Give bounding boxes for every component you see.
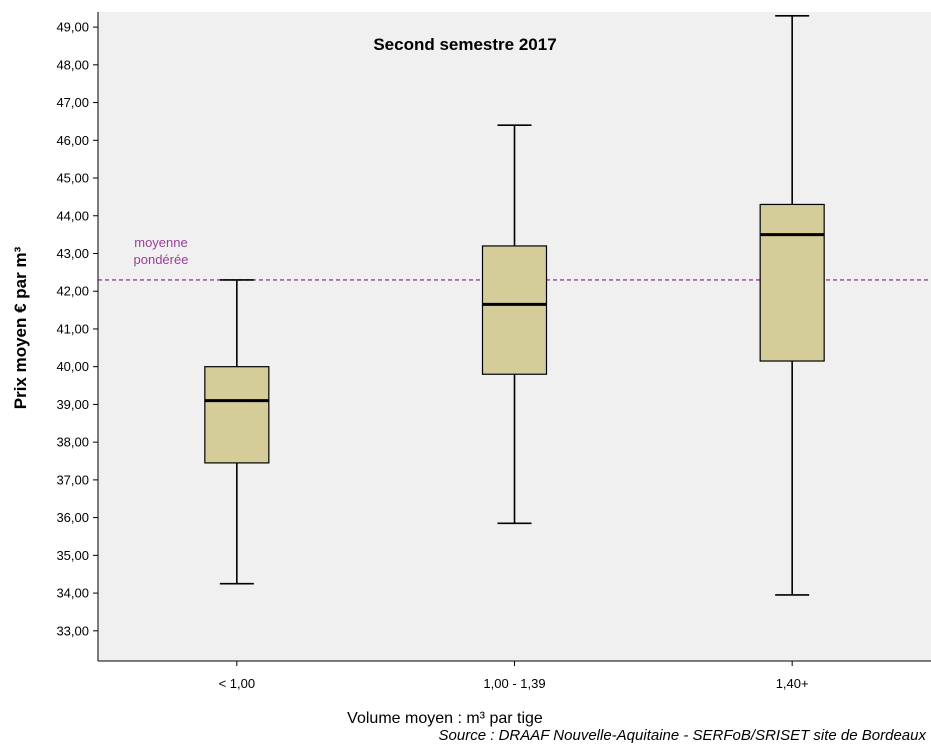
- y-tick-label: 40,00: [56, 359, 89, 374]
- y-tick-label: 35,00: [56, 548, 89, 563]
- y-axis-label: Prix moyen € par m³: [11, 246, 30, 409]
- boxes-group: [204, 14, 825, 596]
- x-tick-label: < 1,00: [219, 676, 256, 691]
- x-tick-label: 1,00 - 1,39: [483, 676, 545, 691]
- box-1: [204, 279, 270, 585]
- box-iqr: [481, 245, 548, 375]
- y-tick-label: 37,00: [56, 472, 89, 487]
- x-tick-label: 1,40+: [776, 676, 809, 691]
- reference-line-label: moyenne: [134, 235, 187, 250]
- box-iqr: [204, 366, 270, 464]
- y-tick-label: 44,00: [56, 208, 89, 223]
- y-tick-label: 38,00: [56, 435, 89, 450]
- box-3: [759, 14, 825, 596]
- y-tick-label: 46,00: [56, 133, 89, 148]
- box-2: [481, 124, 548, 525]
- y-tick-label: 36,00: [56, 510, 89, 525]
- reference-line-label: pondérée: [134, 252, 189, 267]
- y-tick-label: 33,00: [56, 623, 89, 638]
- y-tick-label: 42,00: [56, 284, 89, 299]
- x-axis: < 1,00 1,00 - 1,39 1,40+: [98, 660, 931, 691]
- box-iqr: [759, 203, 825, 362]
- y-tick-label: 34,00: [56, 586, 89, 601]
- x-axis-label: Volume moyen : m³ par tige: [347, 710, 543, 727]
- y-tick-label: 49,00: [56, 20, 89, 35]
- y-axis: 33,00 34,00 35,00 36,00 37,00 38,00 39,00 40,00…: [56, 12, 99, 661]
- source-note: Source : DRAAF Nouvelle-Aquitaine - SERF…: [439, 727, 927, 744]
- y-tick-label: 43,00: [56, 246, 89, 261]
- y-tick-label: 39,00: [56, 397, 89, 412]
- y-tick-label: 41,00: [56, 321, 89, 336]
- y-tick-label: 45,00: [56, 171, 89, 186]
- y-tick-label: 47,00: [56, 95, 89, 110]
- chart-title: Second semestre 2017: [373, 35, 556, 54]
- y-tick-label: 48,00: [56, 57, 89, 72]
